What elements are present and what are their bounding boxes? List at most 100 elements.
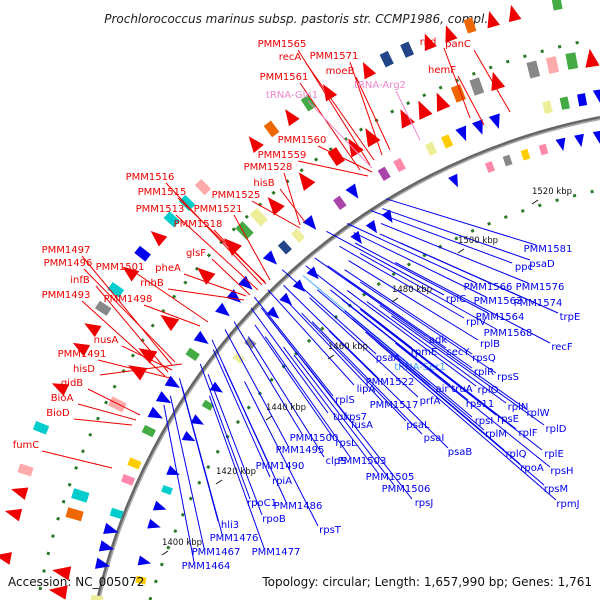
gene-label-forward[interactable]: infB [70,275,90,286]
gene-label-reverse[interactable]: psaD [529,259,555,270]
gene-label-reverse[interactable]: PMM1490 [256,461,305,472]
gene-label-reverse[interactable]: psaB [448,447,473,458]
gene-label-reverse[interactable]: rpsI [475,416,494,427]
gene-label-reverse[interactable]: truA [451,384,472,395]
gene-label-reverse[interactable]: rpsE [497,414,519,425]
gene-label-forward[interactable]: PMM1501 [96,262,145,273]
gene-label-reverse[interactable]: rpsT [319,525,342,536]
gene-label-forward[interactable]: hemF [428,65,456,76]
gene-label-forward[interactable]: gidB [61,378,83,389]
gene-label-reverse[interactable]: PMM1464 [182,561,231,572]
gene-label-reverse[interactable]: psaL [406,420,430,431]
gene-label-reverse[interactable]: rpmJ [556,499,579,510]
gene-label-reverse[interactable]: PMM1563 [474,296,523,307]
gene-label-reverse[interactable]: PMM1576 [516,282,565,293]
gene-label-forward[interactable]: PMM1525 [212,190,261,201]
gene-label-reverse[interactable]: PMM1476 [210,533,259,544]
gene-label-forward[interactable]: PMM1560 [278,135,327,146]
gene-label-reverse[interactable]: rpsL [335,438,357,449]
gene-label-reverse[interactable]: adk [429,335,447,346]
gene-label-reverse[interactable]: rplQ [505,449,526,460]
gene-label-reverse[interactable]: rplW [526,408,549,419]
gene-label-forward[interactable]: PMM1516 [126,172,175,183]
gene-label-forward[interactable]: PMM1498 [104,294,153,305]
gene-label-reverse[interactable]: rpsS [497,372,519,383]
gene-label-forward[interactable]: rnhB [140,278,164,289]
gene-label-forward[interactable]: PMM1518 [174,219,223,230]
gene-label-reverse[interactable]: rpsH [550,466,573,477]
gene-label-reverse[interactable]: tRNA-Ser1 [394,362,446,373]
gene-label-forward[interactable]: panC [445,39,471,50]
gene-label-forward[interactable]: hisD [73,364,95,375]
gene-label-forward[interactable]: PMM1571 [310,51,359,62]
gene-label-forward[interactable]: PMM1497 [42,245,91,256]
gene-label-reverse[interactable]: fusA [351,420,373,431]
gene-label-reverse[interactable]: rplB [480,339,500,350]
gene-label-reverse[interactable]: air [435,384,449,395]
gene-label-reverse[interactable]: PMM1506 [382,484,431,495]
gene-label-forward[interactable]: BioA [51,393,74,404]
gene-label-forward[interactable]: PMM1496 [44,258,93,269]
gene-label-forward[interactable]: BioD [46,408,70,419]
gene-label-forward[interactable]: recA [279,52,302,63]
gene-label-reverse[interactable]: PMM1522 [366,377,415,388]
gene-label-reverse[interactable]: rplD [546,424,567,435]
gene-label-reverse[interactable]: rplC [446,294,466,305]
gene-label-reverse[interactable]: rps11 [466,399,494,410]
gene-label-forward[interactable]: nusA [94,335,119,346]
gene-label-reverse[interactable]: ppc [515,262,533,273]
gene-label-forward[interactable]: PMM1513 [136,204,185,215]
gene-label-reverse[interactable]: rplF [519,428,538,439]
gene-label-reverse[interactable]: rplE [544,449,564,460]
gene-label-reverse[interactable]: PMM1568 [484,328,533,339]
gene-label-reverse[interactable]: PMM1505 [366,472,415,483]
gene-label-reverse[interactable]: rpoB [262,514,286,525]
gene-label-reverse[interactable]: rplN [508,402,529,413]
gene-label-forward[interactable]: rnd [420,37,437,48]
gene-label-reverse[interactable]: rplR [474,367,494,378]
gene-label-reverse[interactable]: hli3 [221,520,239,531]
gene-label-reverse[interactable]: psaI [424,433,445,444]
gene-label-forward[interactable]: hisB [253,178,274,189]
gene-label-forward[interactable]: tRNA-Gln1 [266,90,318,101]
gene-label-forward[interactable]: PMM1515 [138,187,187,198]
gene-label-reverse[interactable]: secY [447,347,471,358]
gene-label-reverse[interactable]: tuf [333,412,347,423]
gene-label-reverse[interactable]: PMM1477 [252,547,301,558]
gene-label-reverse[interactable]: clpS [326,456,347,467]
gene-label-reverse[interactable]: prfA [420,396,441,407]
gene-label-reverse[interactable]: PMM1566 [464,282,513,293]
gene-label-reverse[interactable]: rplV [466,317,486,328]
gene-label-forward[interactable]: pheA [155,263,181,274]
gene-label-reverse[interactable]: rplS [335,395,355,406]
gene-label-forward[interactable]: PMM1521 [194,204,243,215]
gene-label-forward[interactable]: PMM1491 [58,349,107,360]
gene-label-reverse[interactable]: PMM1581 [524,244,573,255]
gene-label-forward[interactable]: PMM1559 [258,150,307,161]
gene-label-reverse[interactable]: rpmE [411,347,438,358]
gene-label-reverse[interactable]: psaA [376,353,401,364]
gene-label-reverse[interactable]: rpsM [544,484,568,495]
gene-label-reverse[interactable]: rpsJ [415,498,434,509]
gene-label-forward[interactable]: PMM1565 [258,39,307,50]
gene-label-reverse[interactable]: rpsQ [472,353,496,364]
gene-label-reverse[interactable]: rpoA [520,463,544,474]
gene-label-reverse[interactable]: PMM1503 [338,456,387,467]
gene-label-reverse[interactable]: trpE [560,312,581,323]
gene-label-forward[interactable]: fumC [13,440,40,451]
gene-label-reverse[interactable]: rpiA [272,476,292,487]
gene-label-forward[interactable]: glsF [186,248,206,259]
gene-label-reverse[interactable]: rpoC1 [247,498,277,509]
gene-label-reverse[interactable]: PMM1500 [290,433,339,444]
gene-label-reverse[interactable]: PMM1495 [276,445,325,456]
gene-label-forward[interactable]: PMM1528 [244,162,293,173]
gene-label-reverse[interactable]: PMM1574 [514,298,563,309]
gene-label-reverse[interactable]: PMM1467 [192,547,241,558]
gene-label-forward[interactable]: PMM1493 [42,290,91,301]
gene-label-reverse[interactable]: PMM1486 [274,501,323,512]
gene-label-forward[interactable]: moeB [326,66,355,77]
gene-label-forward[interactable]: PMM1561 [260,72,309,83]
gene-label-reverse[interactable]: lipA [357,384,376,395]
gene-label-reverse[interactable]: rps7 [345,412,367,423]
gene-label-reverse[interactable]: recF [551,342,573,353]
